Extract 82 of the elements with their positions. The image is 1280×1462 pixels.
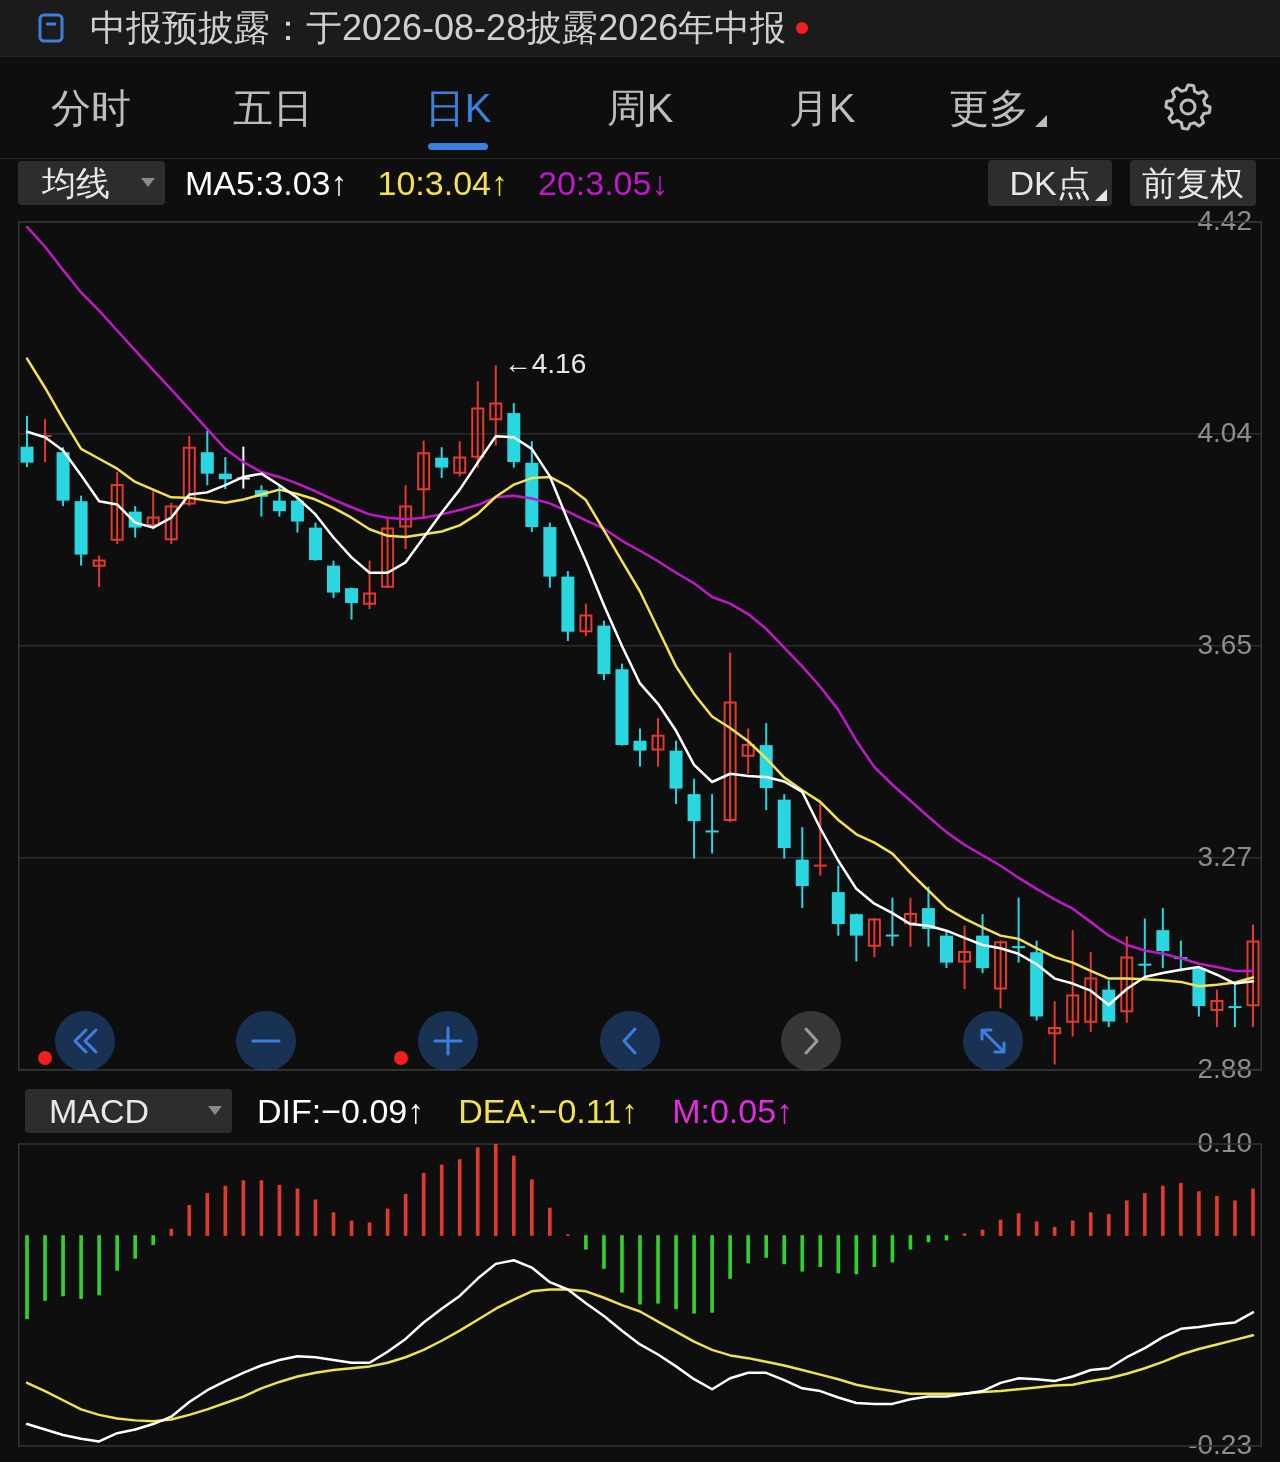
candlestick (723, 652, 737, 823)
y-tick-label: 4.04 (1197, 416, 1252, 448)
y-tick-label: 3.27 (1197, 840, 1252, 872)
bar (1142, 1193, 1147, 1236)
bar (962, 1233, 967, 1236)
bar (457, 1159, 462, 1236)
candlestick (489, 365, 503, 446)
text: 周K (606, 85, 674, 132)
bar (1106, 1214, 1111, 1236)
bar (656, 1235, 660, 1304)
text: MA5:3.03↑ (185, 163, 348, 204)
bar (205, 1193, 210, 1236)
bar (493, 1144, 498, 1236)
bar (1233, 1200, 1237, 1236)
text: 10:3.04↑ (377, 163, 508, 204)
y-tick-label: 3.65 (1197, 628, 1252, 660)
candlestick (1228, 983, 1242, 1028)
bar (61, 1235, 65, 1297)
bar (1088, 1212, 1093, 1236)
annotation: ←4.16 (503, 347, 587, 379)
text: M:0.05↑ (672, 1091, 794, 1132)
bar (620, 1235, 624, 1293)
bar (800, 1235, 805, 1272)
bar (1197, 1191, 1201, 1236)
text: 20:3.05↓ (537, 163, 669, 204)
candlestick (417, 440, 431, 518)
bar (43, 1235, 47, 1301)
text: 日K (424, 85, 492, 132)
text: 分时 (51, 85, 131, 132)
text: 更多 (949, 85, 1029, 132)
bar (133, 1235, 138, 1259)
bar (584, 1235, 588, 1250)
candlestick (1066, 930, 1080, 1037)
bar (25, 1235, 29, 1320)
bar (439, 1164, 444, 1236)
bar (710, 1235, 714, 1313)
bar (115, 1235, 119, 1271)
legend-title: MACD (49, 1091, 150, 1132)
text: 月K (788, 85, 856, 132)
bar (818, 1235, 823, 1267)
text: 中报预披露：于2026-08-28披露2026年中报 (90, 6, 787, 50)
candlestick (705, 794, 719, 854)
legend-title: 均线 (42, 163, 110, 204)
text: 五日 (233, 85, 313, 132)
text: 前复权 (1142, 163, 1244, 204)
bar (638, 1235, 642, 1305)
bar (728, 1235, 732, 1279)
y-tick-label: 4.42 (1197, 204, 1252, 236)
bar (1251, 1188, 1255, 1236)
y-tick-label: 0.10 (1197, 1126, 1252, 1158)
candlestick (903, 897, 917, 947)
bar (151, 1235, 156, 1245)
bar (97, 1235, 101, 1296)
text: DIF:−0.09↑ (257, 1091, 425, 1132)
bar (746, 1235, 750, 1264)
candlestick (471, 381, 485, 468)
bar (1161, 1185, 1165, 1236)
bar (511, 1155, 516, 1236)
text: DK点 (1009, 163, 1091, 204)
bar (79, 1235, 83, 1299)
bar (764, 1235, 769, 1258)
candlestick (651, 718, 665, 767)
candlestick (110, 472, 124, 545)
bar (1124, 1200, 1129, 1236)
bar (1215, 1195, 1219, 1236)
bar (782, 1235, 787, 1265)
candlestick (867, 918, 881, 958)
bar (674, 1235, 678, 1310)
bar (475, 1147, 480, 1236)
y-tick-label: -0.23 (1188, 1428, 1252, 1460)
text: DEA:−0.11↑ (458, 1091, 639, 1132)
bar (836, 1235, 841, 1274)
bar (548, 1207, 552, 1236)
bar (602, 1235, 606, 1269)
y-tick-label: 2.88 (1197, 1052, 1252, 1084)
bar (530, 1179, 534, 1236)
bar (692, 1235, 696, 1314)
candlestick (1048, 1001, 1062, 1065)
bar (1179, 1183, 1183, 1236)
bar (169, 1228, 174, 1236)
bar (187, 1204, 192, 1236)
bar (1070, 1220, 1075, 1236)
